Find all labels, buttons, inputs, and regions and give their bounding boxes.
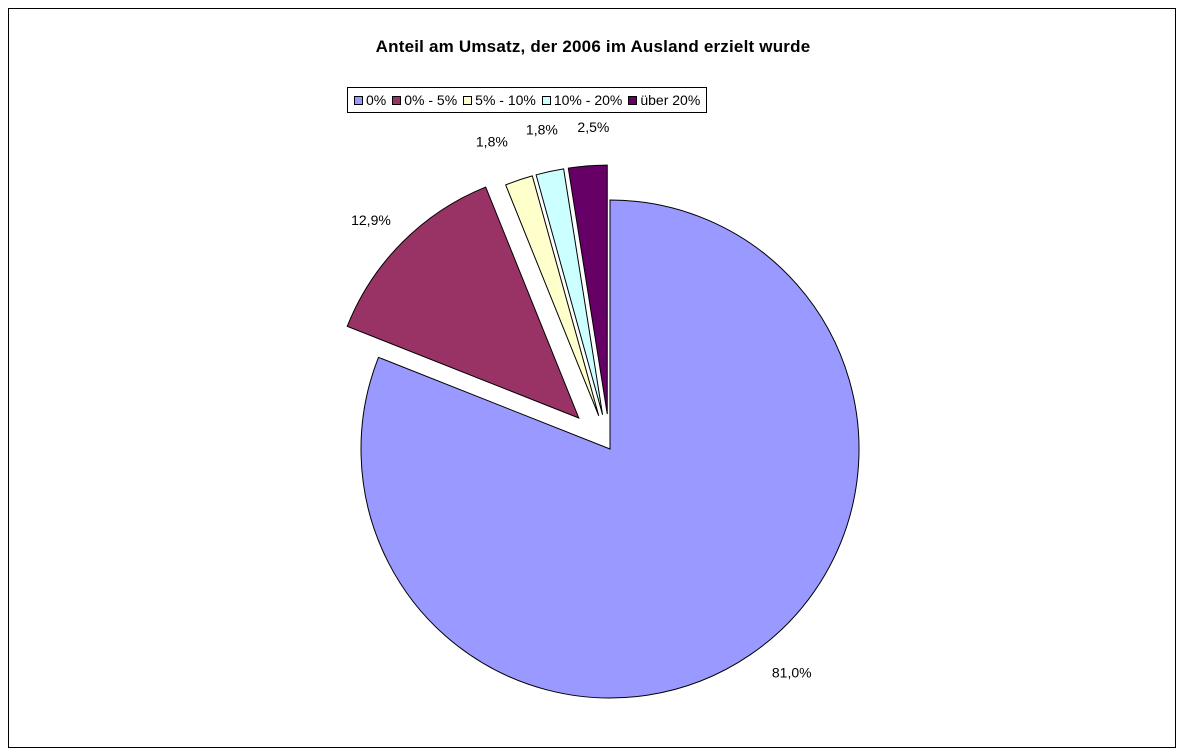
legend-item: 0% - 5% [392,92,457,108]
pie-slice [535,168,604,415]
legend-swatch [354,95,363,105]
data-label: 1,8% [476,133,508,149]
chart-legend: 0% 0% - 5% 5% - 10% 10% - 20% über 20% [347,87,708,113]
legend-label: 0% [366,92,387,108]
legend-item: 0% [354,92,386,108]
legend-swatch [463,95,473,105]
legend-label: über 20% [640,92,701,108]
legend-item: 10% - 20% [541,92,623,108]
data-label: 2,5% [577,119,609,135]
legend-swatch [392,95,402,105]
data-label: 12,9% [351,212,391,228]
chart-title: Anteil am Umsatz, der 2006 im Ausland er… [375,37,811,56]
legend-item: 5% - 10% [463,92,536,108]
legend-swatch [628,95,638,105]
legend-label: 10% - 20% [553,92,623,108]
pie-slice [346,186,580,419]
pie-slice [505,175,600,417]
legend-label: 0% - 5% [404,92,458,108]
pie-slice [360,199,860,699]
legend-swatch [541,95,551,105]
data-label: 1,8% [526,122,558,138]
pie-slice [567,164,608,415]
legend-label: 5% - 10% [475,92,536,108]
legend-item: über 20% [628,92,700,108]
data-label: 81,0% [772,664,812,680]
